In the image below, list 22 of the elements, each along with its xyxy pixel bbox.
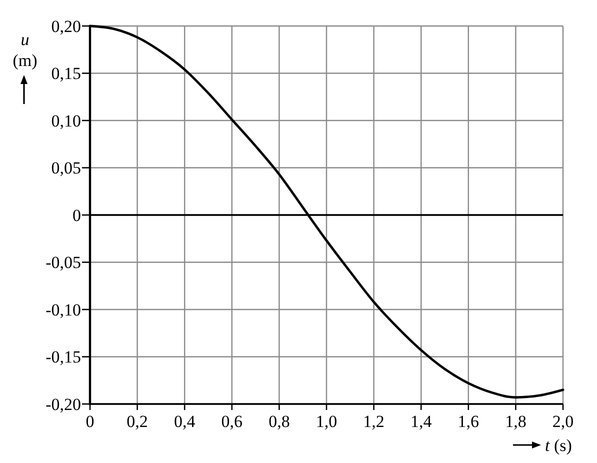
x-tick-label: 1,4 [410, 412, 432, 431]
x-tick-label: 2,0 [552, 412, 574, 431]
x-tick-label: 0,8 [268, 412, 290, 431]
y-tick-label: 0,15 [51, 64, 81, 84]
y-tick-label: -0,05 [46, 253, 81, 272]
x-tick-label: 1,0 [316, 412, 338, 431]
y-axis-title: u (m) [12, 30, 38, 70]
y-tick-label: -0,15 [46, 348, 81, 367]
y-tick-label: 0 [72, 206, 81, 225]
y-tick-label: 0,05 [51, 158, 81, 178]
y-tick-label: 0,20 [51, 16, 81, 36]
x-axis-title: t (s) [545, 436, 572, 455]
x-tick-label: 1,6 [458, 412, 480, 431]
x-tick-label: 0,6 [221, 412, 243, 431]
x-tick-label: 1,2 [363, 412, 384, 431]
x-tick-label: 0,4 [174, 412, 196, 431]
x-tick-label: 0,2 [126, 412, 148, 431]
y-tick-label: 0,10 [51, 111, 81, 130]
x-tick-label: 1,8 [505, 412, 526, 431]
y-tick-label: -0,20 [46, 394, 81, 414]
x-tick-label: 0 [86, 412, 94, 431]
y-tick-label: -0,10 [46, 300, 81, 320]
